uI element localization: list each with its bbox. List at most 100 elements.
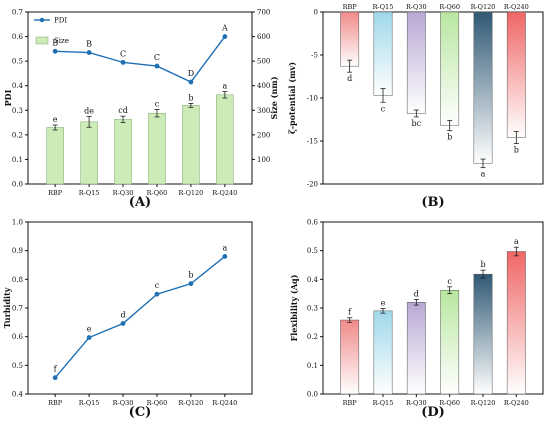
panel-a-pdi-point bbox=[120, 59, 126, 65]
panel-a-category-label: R-Q15 bbox=[79, 189, 100, 197]
panel-a-pdi-sig-label: B bbox=[86, 40, 92, 49]
panel-c-sig-label: a bbox=[222, 243, 227, 252]
panel-a-pdi-sig-label: D bbox=[188, 69, 194, 78]
panel-a-pdi-line bbox=[55, 36, 226, 83]
panel-a-pdi-sig-label: C bbox=[120, 49, 126, 58]
panel-c-sig-label: d bbox=[120, 310, 125, 319]
panel-b-y-tick-label: -20 bbox=[307, 181, 318, 189]
panel-b-y-tick-label: 0 bbox=[314, 9, 318, 17]
panel-d-sig-label: e bbox=[381, 299, 386, 308]
panel-b-category-label: R-Q240 bbox=[504, 3, 529, 11]
panel-c-label: (C) bbox=[129, 405, 152, 420]
panel-c-category-label: RBP bbox=[48, 399, 63, 407]
panel-d-label: (D) bbox=[421, 405, 445, 420]
panel-a-size-bar bbox=[46, 127, 64, 185]
panel-a-pdi-sig-label: B bbox=[52, 38, 58, 47]
panel-c-point bbox=[154, 291, 160, 297]
panel-d-sig-label: b bbox=[480, 260, 485, 269]
panel-a-y-tick-label: 0.1 bbox=[12, 156, 23, 164]
panel-d-y-tick-label: 0.1 bbox=[307, 362, 318, 370]
panel-c-category-label: R-Q120 bbox=[178, 399, 203, 407]
panel-b-sig-label: c bbox=[381, 104, 386, 113]
panel-c-category-label: R-Q60 bbox=[147, 399, 168, 407]
panel-a-legend-pdi-marker bbox=[39, 17, 45, 23]
panel-a-category-label: R-Q30 bbox=[113, 189, 134, 197]
panel-b-category-label: R-Q60 bbox=[439, 3, 460, 11]
panel-a-y-tick-label: 0.5 bbox=[12, 58, 23, 66]
panel-a-size-bar bbox=[216, 94, 234, 185]
panel-b-sig-label: d bbox=[347, 74, 352, 83]
panel-d-y-tick-label: 0.3 bbox=[307, 305, 318, 313]
panel-a-pdi-point bbox=[86, 50, 92, 55]
panel-d-y-tick-label: 0.4 bbox=[307, 276, 319, 284]
panel-b-sig-label: bc bbox=[412, 119, 422, 128]
panel-a-pdi-point bbox=[222, 34, 228, 39]
panel-d-category-label: R-Q120 bbox=[471, 399, 496, 407]
panel-d-sig-label: a bbox=[514, 237, 519, 246]
panel-a-category-label: R-Q120 bbox=[178, 189, 203, 197]
panel-b-label: (B) bbox=[421, 195, 444, 210]
panel-a-category-label: R-Q60 bbox=[147, 189, 168, 197]
panel-a-size-sig-label: e bbox=[53, 115, 58, 124]
panel-c-y-tick-label: 0.7 bbox=[12, 305, 23, 313]
panel-d-y-axis-label: Flexibility (Aq) bbox=[289, 274, 299, 341]
panel-b-bar bbox=[440, 11, 460, 126]
panel-b-sig-label: a bbox=[481, 170, 486, 179]
panel-a-pdi-point bbox=[52, 48, 58, 54]
panel-c-category-label: R-Q15 bbox=[79, 399, 100, 407]
panel-c-point bbox=[86, 335, 92, 340]
panel-a-label: (A) bbox=[129, 195, 151, 210]
panel-b-y-tick-label: -10 bbox=[307, 95, 318, 103]
panel-a-y-tick-label: 0.6 bbox=[12, 33, 24, 41]
panel-a-y-tick-label: 0.0 bbox=[12, 181, 23, 189]
panel-a-size-sig-label: cd bbox=[118, 106, 128, 115]
panel-d-bar bbox=[406, 302, 426, 395]
panel-a-size-sig-label: de bbox=[84, 106, 94, 115]
panel-a-legend-size-label: Size bbox=[54, 37, 69, 45]
panel-a-y-tick-label: 0.7 bbox=[12, 9, 23, 17]
panel-d-sig-label: c bbox=[447, 277, 452, 286]
panel-d-bar bbox=[506, 251, 526, 395]
panel-c-y-axis-label: Turbidity bbox=[2, 287, 12, 328]
panel-d-sig-label: f bbox=[348, 308, 352, 317]
panel-d-y-tick-label: 0.6 bbox=[307, 219, 319, 227]
panel-d-bar bbox=[473, 273, 493, 395]
panel-b-sig-label: b bbox=[514, 146, 519, 155]
panel-c-sig-label: c bbox=[155, 281, 160, 290]
panel-d-chart: Flexibility (Aq) (D) 0.0 0.1 0.2 0.3 0.4 0.5 0… bbox=[289, 219, 544, 420]
panel-b-bar bbox=[506, 11, 526, 138]
panel-d-bar bbox=[373, 310, 393, 395]
panel-a-legend-pdi-label: PDI bbox=[54, 17, 67, 25]
panel-c-point bbox=[222, 254, 228, 259]
panel-a-y-tick-label: 0.2 bbox=[12, 131, 23, 139]
panel-c-y-tick-label: 0.5 bbox=[12, 362, 23, 370]
panel-a-size-bar bbox=[80, 121, 98, 185]
panel-d-y-tick-label: 0.0 bbox=[307, 391, 318, 399]
panel-c-y-tick-label: 0.6 bbox=[12, 333, 24, 341]
panel-a-right-tick-label: 200 bbox=[257, 131, 270, 139]
panel-c-point bbox=[52, 375, 58, 381]
panel-d-category-label: R-Q60 bbox=[439, 399, 460, 407]
panel-d-category-label: RBP bbox=[343, 399, 358, 407]
panel-c-point bbox=[120, 321, 126, 326]
panel-a-right-tick-label: 500 bbox=[257, 58, 270, 66]
panel-b-y-axis-label: ζ-potential (mv) bbox=[287, 62, 297, 134]
panel-a-right-tick-label: 700 bbox=[257, 9, 270, 17]
panel-b-y-tick-label: -5 bbox=[311, 52, 318, 60]
panel-d-category-label: R-Q30 bbox=[406, 399, 427, 407]
panel-d-y-tick-label: 0.5 bbox=[307, 247, 318, 255]
panel-a-y-tick-label: 0.4 bbox=[12, 82, 24, 90]
panel-d-sig-label: d bbox=[414, 289, 419, 298]
panel-b-bar bbox=[406, 11, 426, 114]
panel-c-chart: Turbidity (C) 0.4 0.5 0.6 0.7 0.8 0.9 1.0 RBP R-… bbox=[2, 219, 253, 420]
panel-d-category-label: R-Q240 bbox=[504, 399, 529, 407]
panel-b-category-label: R-Q30 bbox=[406, 3, 427, 11]
panel-a-left-axis-label: PDI bbox=[3, 89, 13, 106]
panel-a-category-label: RBP bbox=[48, 189, 63, 197]
panel-c-y-tick-label: 0.4 bbox=[12, 391, 24, 399]
panel-b-chart: ζ-potential (mv) (B) -20 -15 -10 -5 0 RBP R-Q1… bbox=[287, 3, 544, 210]
panel-c-sig-label: b bbox=[188, 271, 193, 280]
panel-b-category-label: R-Q15 bbox=[373, 3, 394, 11]
panel-d-y-tick-label: 0.2 bbox=[307, 333, 318, 341]
panel-b-bar bbox=[340, 11, 360, 67]
